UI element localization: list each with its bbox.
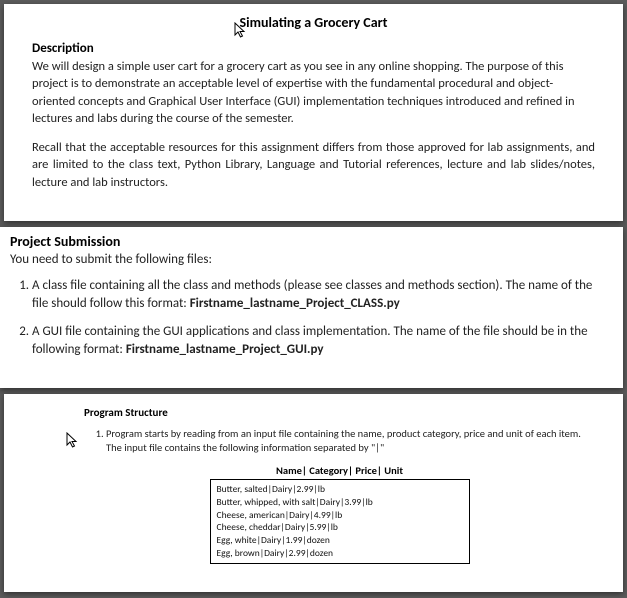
- list-item: A class file containing all the class an…: [32, 277, 605, 313]
- program-structure-heading: Program Structure: [84, 406, 595, 419]
- program-structure-list: Program starts by reading from an input …: [84, 427, 595, 456]
- submission-heading: Project Submission: [10, 233, 605, 250]
- submission-lead: You need to submit the following files:: [10, 252, 605, 267]
- file-format: Firstname_lastname_Project_GUI.py: [126, 342, 324, 357]
- input-file-sample: Butter, salted|Dairy|2.99|lb Butter, whi…: [210, 479, 470, 564]
- file-columns-header: Name| Category| Price| Unit: [210, 464, 470, 477]
- description-heading: Description: [32, 41, 595, 56]
- description-paragraph-2: Recall that the acceptable resources for…: [32, 139, 595, 191]
- submission-list: A class file containing all the class an…: [10, 277, 605, 360]
- submission-panel: Project Submission You need to submit th…: [0, 227, 623, 388]
- list-item: A GUI file containing the GUI applicatio…: [32, 323, 605, 359]
- description-panel: Simulating a Grocery Cart Description We…: [4, 4, 623, 221]
- file-format: Firstname_lastname_Project_CLASS.py: [190, 296, 400, 311]
- cursor-icon: [66, 432, 80, 450]
- description-paragraph-1: We will design a simple user cart for a …: [32, 58, 595, 127]
- program-structure-panel: Program Structure Program starts by read…: [4, 394, 623, 592]
- list-item: Program starts by reading from an input …: [106, 427, 595, 456]
- doc-title: Simulating a Grocery Cart: [32, 14, 595, 31]
